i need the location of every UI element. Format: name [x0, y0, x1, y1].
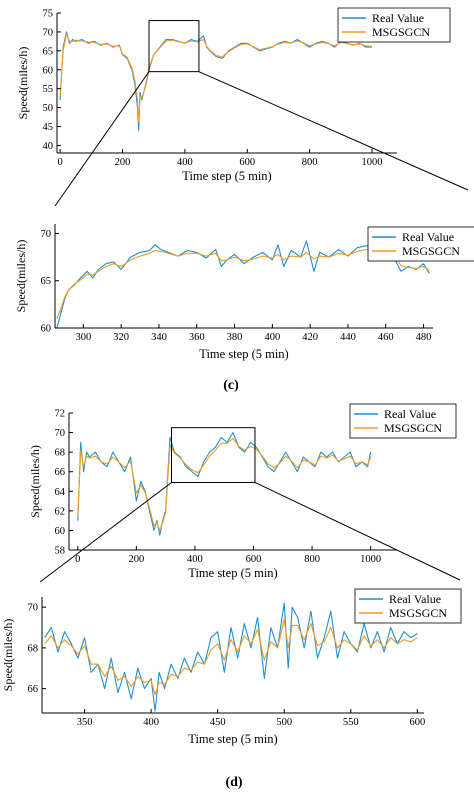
legend-label: MSGSGCN: [384, 421, 442, 435]
x-tick-label: 1000: [362, 157, 383, 168]
x-tick-label: 460: [378, 332, 394, 343]
x-tick-label: 380: [227, 332, 243, 343]
y-tick-label: 64: [55, 487, 66, 498]
zoom-box: [171, 427, 256, 483]
legend-label: Real Value: [384, 407, 436, 421]
x-tick-label: 300: [75, 332, 91, 343]
series-line-msgsgcn: [77, 437, 372, 531]
series-line-real-value: [59, 31, 372, 131]
zoom-box: [148, 20, 200, 73]
y-tick-label: 58: [55, 546, 66, 557]
y-tick-label: 60: [41, 324, 52, 335]
y-axis-label: Speed(miles/h): [16, 47, 30, 120]
caption-d: (d): [225, 775, 243, 790]
legend-box: [337, 7, 451, 43]
x-axis-label: Time step (5 min): [199, 347, 288, 361]
y-tick-label: 60: [43, 65, 54, 76]
x-axis-label: Time step (5 min): [188, 732, 277, 746]
x-tick-label: 340: [151, 332, 167, 343]
legend-label: Real Value: [389, 592, 441, 606]
y-tick-label: 66: [55, 467, 66, 478]
x-tick-label: 480: [416, 332, 432, 343]
x-tick-label: 400: [264, 332, 280, 343]
y-tick-label: 66: [28, 684, 39, 695]
x-tick-label: 600: [409, 717, 425, 728]
y-tick-label: 70: [43, 27, 54, 38]
x-tick-label: 800: [302, 157, 318, 168]
zoom-connector: [198, 71, 469, 191]
series-line-msgsgcn: [59, 33, 373, 124]
legend-label: Real Value: [372, 11, 424, 25]
series-line-msgsgcn: [44, 618, 418, 696]
y-axis-label: Speed(miles/h): [1, 619, 15, 692]
x-tick-label: 500: [276, 717, 292, 728]
chart-d-zoom: 350 400 450 500 550 600 66 68 70 Time step (5 min…: [1, 588, 462, 746]
legend-box: [367, 226, 474, 262]
legend-label: MSGSGCN: [389, 606, 447, 620]
y-axis-label: Speed(miles/h): [28, 445, 42, 518]
zoom-connector: [39, 482, 172, 583]
x-tick-label: 200: [128, 554, 144, 565]
y-tick-label: 68: [55, 448, 66, 459]
zoom-connector: [254, 482, 461, 581]
x-tick-label: 400: [177, 157, 193, 168]
y-tick-label: 50: [43, 103, 54, 114]
y-axis-label: Speed(miles/h): [14, 240, 28, 313]
y-tick-label: 60: [55, 526, 66, 537]
x-tick-label: 400: [143, 717, 159, 728]
caption-c: (c): [223, 378, 239, 393]
y-tick-label: 65: [41, 276, 52, 287]
y-tick-label: 65: [43, 46, 54, 57]
legend-box: [349, 403, 457, 439]
x-tick-label: 800: [304, 554, 320, 565]
zoom-connector: [54, 71, 150, 207]
legend-box: [354, 588, 462, 624]
x-tick-label: 550: [343, 717, 359, 728]
x-tick-label: 320: [113, 332, 129, 343]
y-tick-label: 45: [43, 122, 54, 133]
x-tick-label: 600: [239, 157, 255, 168]
chart-c-zoom: 300 320 340 360 380 400 420 440 460 480 60 65 70 Time…: [14, 224, 474, 361]
x-tick-label: 420: [302, 332, 318, 343]
x-tick-label: 360: [189, 332, 205, 343]
x-axis-label: Time step (5 min): [182, 169, 271, 183]
x-tick-label: 350: [77, 717, 93, 728]
chart-c-overview: 0 200 400 600 800 1000 40 45 50 55 60 65 70 75 Time st…: [16, 7, 451, 183]
x-axis-label: Time step (5 min): [188, 566, 277, 580]
y-tick-label: 70: [41, 229, 52, 240]
legend-label: MSGSGCN: [372, 25, 430, 39]
x-tick-label: 0: [75, 554, 80, 565]
x-tick-label: 600: [246, 554, 262, 565]
y-tick-label: 70: [55, 428, 66, 439]
y-tick-label: 62: [55, 506, 66, 517]
y-tick-label: 72: [55, 409, 66, 420]
y-tick-label: 75: [43, 9, 54, 20]
x-tick-label: 450: [210, 717, 226, 728]
legend-label: MSGSGCN: [402, 244, 460, 258]
x-tick-label: 400: [187, 554, 203, 565]
x-tick-label: 200: [115, 157, 131, 168]
y-tick-label: 70: [28, 603, 39, 614]
y-tick-label: 68: [28, 643, 39, 654]
series-line-real-value: [77, 432, 372, 536]
x-tick-label: 0: [57, 157, 62, 168]
legend-label: Real Value: [402, 230, 454, 244]
x-tick-label: 1000: [360, 554, 381, 565]
y-tick-label: 40: [43, 141, 54, 152]
y-tick-label: 55: [43, 84, 54, 95]
chart-d-overview: 0 200 400 600 800 1000 58 60 62 64 66 68 70 72 Time st…: [28, 403, 457, 580]
x-tick-label: 440: [340, 332, 356, 343]
